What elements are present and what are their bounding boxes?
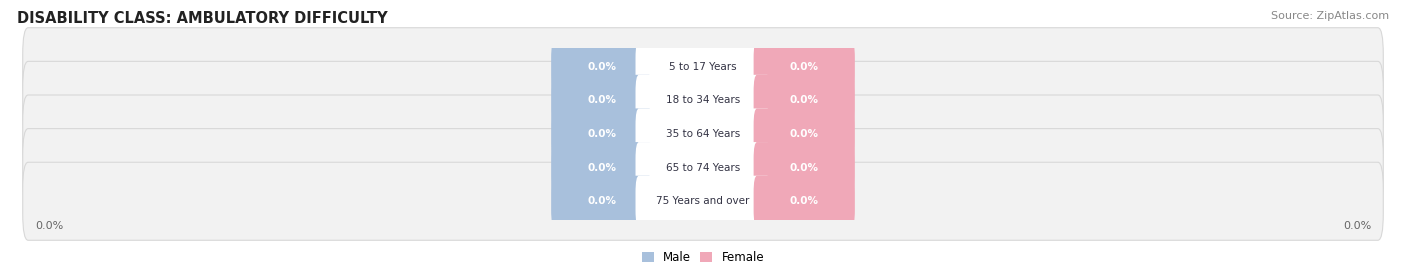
FancyBboxPatch shape bbox=[551, 109, 652, 159]
Text: 0.0%: 0.0% bbox=[1343, 221, 1371, 231]
FancyBboxPatch shape bbox=[22, 61, 1384, 139]
FancyBboxPatch shape bbox=[754, 176, 855, 227]
Text: 5 to 17 Years: 5 to 17 Years bbox=[669, 62, 737, 72]
FancyBboxPatch shape bbox=[636, 41, 770, 92]
Text: 0.0%: 0.0% bbox=[790, 196, 818, 206]
Text: 0.0%: 0.0% bbox=[588, 62, 616, 72]
Text: 0.0%: 0.0% bbox=[790, 95, 818, 105]
FancyBboxPatch shape bbox=[22, 95, 1384, 173]
FancyBboxPatch shape bbox=[22, 28, 1384, 106]
FancyBboxPatch shape bbox=[636, 176, 770, 227]
Text: 0.0%: 0.0% bbox=[790, 62, 818, 72]
FancyBboxPatch shape bbox=[754, 75, 855, 126]
FancyBboxPatch shape bbox=[754, 41, 855, 92]
FancyBboxPatch shape bbox=[636, 142, 770, 193]
Text: 0.0%: 0.0% bbox=[790, 129, 818, 139]
FancyBboxPatch shape bbox=[551, 75, 652, 126]
Text: 0.0%: 0.0% bbox=[790, 163, 818, 173]
FancyBboxPatch shape bbox=[754, 109, 855, 159]
Text: 0.0%: 0.0% bbox=[588, 129, 616, 139]
FancyBboxPatch shape bbox=[551, 176, 652, 227]
Text: 35 to 64 Years: 35 to 64 Years bbox=[666, 129, 740, 139]
Text: 18 to 34 Years: 18 to 34 Years bbox=[666, 95, 740, 105]
Text: DISABILITY CLASS: AMBULATORY DIFFICULTY: DISABILITY CLASS: AMBULATORY DIFFICULTY bbox=[17, 11, 388, 26]
Text: 0.0%: 0.0% bbox=[588, 95, 616, 105]
FancyBboxPatch shape bbox=[636, 109, 770, 159]
FancyBboxPatch shape bbox=[551, 41, 652, 92]
FancyBboxPatch shape bbox=[754, 142, 855, 193]
FancyBboxPatch shape bbox=[22, 162, 1384, 240]
FancyBboxPatch shape bbox=[636, 75, 770, 126]
Legend: Male, Female: Male, Female bbox=[637, 246, 769, 268]
FancyBboxPatch shape bbox=[551, 142, 652, 193]
Text: Source: ZipAtlas.com: Source: ZipAtlas.com bbox=[1271, 11, 1389, 21]
FancyBboxPatch shape bbox=[22, 129, 1384, 207]
Text: 0.0%: 0.0% bbox=[588, 163, 616, 173]
Text: 0.0%: 0.0% bbox=[588, 196, 616, 206]
Text: 65 to 74 Years: 65 to 74 Years bbox=[666, 163, 740, 173]
Text: 0.0%: 0.0% bbox=[35, 221, 63, 231]
Text: 75 Years and over: 75 Years and over bbox=[657, 196, 749, 206]
